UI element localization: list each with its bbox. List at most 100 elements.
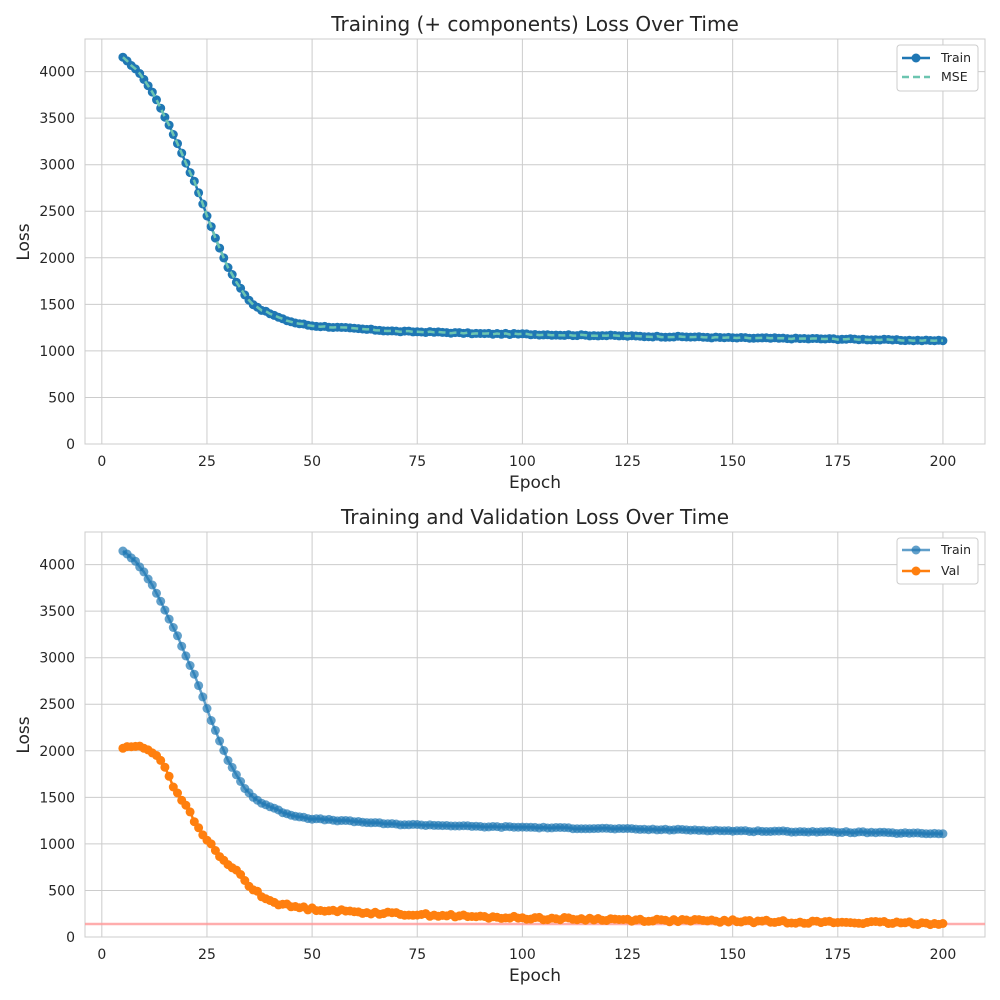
bottom-series-train-point <box>185 661 195 670</box>
bottom-y-tick-label: 3000 <box>39 651 75 667</box>
bottom-series-train-point <box>147 580 157 590</box>
bottom-series-train-point <box>177 641 187 651</box>
bottom-series-train-point <box>189 669 199 679</box>
bottom-x-tick-label: 200 <box>930 947 957 963</box>
bottom-series-train-point <box>139 567 149 577</box>
bottom-series-train-point <box>152 588 161 598</box>
top-x-tick-label: 25 <box>198 454 216 470</box>
bottom-y-tick-label: 3500 <box>39 604 75 620</box>
top-x-tick-label: 0 <box>97 454 106 470</box>
top-series-train-point <box>160 112 170 122</box>
bottom-y-tick-label: 1500 <box>39 790 75 806</box>
top-chart-series <box>118 52 948 346</box>
bottom-series-val-point <box>160 762 170 772</box>
top-series-train-point <box>152 95 161 105</box>
top-series-mse-line <box>122 56 944 342</box>
top-y-tick-label: 4000 <box>39 65 75 81</box>
bottom-series-train-point <box>168 623 178 632</box>
bottom-series-train-point <box>181 651 191 661</box>
bottom-series-train-point <box>160 605 170 615</box>
bottom-x-tick-label: 50 <box>303 947 321 963</box>
bottom-series-train-point <box>156 596 166 606</box>
top-y-tick-label: 2500 <box>39 204 75 220</box>
bottom-legend-train-label: Train <box>940 542 971 557</box>
top-x-tick-label: 150 <box>719 454 746 470</box>
bottom-x-tick-label: 125 <box>614 947 641 963</box>
bottom-x-tick-label: 100 <box>509 947 536 963</box>
bottom-y-tick-label: 2500 <box>39 697 75 713</box>
bottom-x-tick-label: 75 <box>408 947 426 963</box>
bottom-series-val-point <box>164 771 174 781</box>
bottom-chart-xlabel: Epoch <box>509 966 561 986</box>
top-y-tick-label: 2000 <box>39 251 75 267</box>
top-x-tick-label: 175 <box>824 454 851 470</box>
top-series-train-point <box>210 233 220 243</box>
top-x-tick-label: 75 <box>408 454 426 470</box>
bottom-chart-panel: Training and Validation Loss Over Time 0… <box>14 505 986 986</box>
bottom-legend-val-marker <box>911 566 921 576</box>
bottom-series-train-point <box>219 746 229 755</box>
top-y-tick-label: 500 <box>48 390 75 406</box>
top-y-tick-label: 1000 <box>39 344 75 360</box>
top-chart-xlabel: Epoch <box>509 473 561 493</box>
bottom-series-train-point <box>194 681 204 691</box>
bottom-y-tick-label: 500 <box>48 883 75 899</box>
top-legend-train-marker <box>911 53 921 63</box>
top-chart-frame <box>84 38 986 445</box>
bottom-y-tick-label: 4000 <box>39 558 75 574</box>
top-y-tick-label: 3500 <box>39 111 75 127</box>
bottom-x-tick-label: 175 <box>824 947 851 963</box>
bottom-series-train-point <box>210 725 220 735</box>
bottom-series-train-point <box>215 736 225 746</box>
top-x-tick-label: 125 <box>614 454 641 470</box>
top-legend-mse-label: MSE <box>941 69 968 84</box>
bottom-legend-train-marker <box>911 545 921 555</box>
bottom-series-val-point <box>185 807 195 817</box>
bottom-series-train-point <box>236 777 246 786</box>
bottom-x-tick-label: 150 <box>719 947 746 963</box>
bottom-chart-frame <box>84 531 986 938</box>
bottom-chart-ticks: 0 25 50 75 100 125 150 175 200050010001500200025… <box>39 558 956 963</box>
bottom-series-val-point <box>173 788 182 798</box>
top-legend-train-label: Train <box>940 50 971 65</box>
bottom-series-val-point <box>156 755 166 765</box>
top-chart-legend: Train MSE <box>896 44 979 92</box>
bottom-series-train-point <box>938 829 948 839</box>
bottom-series-val-point <box>938 919 948 928</box>
top-x-tick-label: 50 <box>303 454 321 470</box>
top-x-tick-label: 100 <box>509 454 536 470</box>
bottom-y-tick-label: 0 <box>66 930 75 946</box>
bottom-legend-val-label: Val <box>941 563 960 578</box>
bottom-x-tick-label: 0 <box>97 947 106 963</box>
bottom-series-train-point <box>164 614 174 624</box>
bottom-series-val-point <box>181 800 191 810</box>
bottom-x-tick-label: 25 <box>198 947 216 963</box>
bottom-series-train-point <box>231 770 241 780</box>
bottom-series-val-point <box>194 823 204 833</box>
bottom-chart-grid <box>85 532 985 938</box>
top-chart-title: Training (+ components) Loss Over Time <box>330 12 739 36</box>
bottom-y-tick-label: 1000 <box>39 837 75 853</box>
top-chart-ticks: 0 25 50 75 100 125 150 175 200050010001500200025… <box>39 65 956 470</box>
bottom-chart-series <box>85 546 985 930</box>
top-y-tick-label: 3000 <box>39 158 75 174</box>
top-chart-ylabel: Loss <box>14 223 34 260</box>
bottom-y-tick-label: 2000 <box>39 744 75 760</box>
top-y-tick-label: 1500 <box>39 297 75 313</box>
bottom-series-train-point <box>223 756 233 765</box>
bottom-series-train-point <box>198 692 208 702</box>
top-chart-grid <box>85 39 985 445</box>
bottom-chart-legend: Train Val <box>896 537 979 585</box>
top-series-train-point <box>156 103 166 113</box>
bottom-chart-title: Training and Validation Loss Over Time <box>340 505 729 529</box>
top-chart-panel: Training (+ components) Loss Over Time 0… <box>14 12 986 493</box>
bottom-series-train-point <box>202 704 212 713</box>
bottom-series-train-point <box>227 762 237 772</box>
top-x-tick-label: 200 <box>930 454 957 470</box>
bottom-series-val-point <box>206 839 216 849</box>
top-y-tick-label: 0 <box>66 437 75 453</box>
bottom-series-train-point <box>206 716 216 725</box>
bottom-chart-ylabel: Loss <box>14 716 34 753</box>
bottom-series-train-point <box>173 631 182 641</box>
